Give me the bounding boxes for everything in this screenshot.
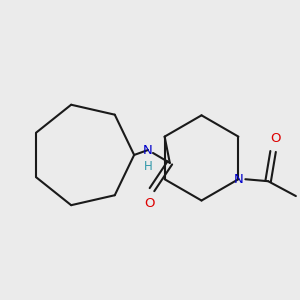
Text: N: N xyxy=(143,143,153,157)
Text: H: H xyxy=(144,160,152,173)
Text: O: O xyxy=(145,197,155,210)
Text: N: N xyxy=(233,173,243,186)
Text: O: O xyxy=(270,132,280,145)
